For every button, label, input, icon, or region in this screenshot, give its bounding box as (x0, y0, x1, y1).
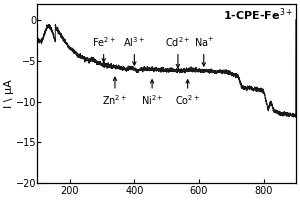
Y-axis label: I \ μA: I \ μA (4, 79, 14, 108)
Text: Co$^{2+}$: Co$^{2+}$ (175, 80, 200, 107)
Text: Fe$^{2+}$: Fe$^{2+}$ (92, 35, 116, 62)
Text: Na$^{+}$: Na$^{+}$ (194, 36, 214, 66)
Text: Ni$^{2+}$: Ni$^{2+}$ (141, 80, 164, 107)
Text: Cd$^{2+}$: Cd$^{2+}$ (165, 35, 191, 68)
Text: 1-CPE-Fe$^{3+}$: 1-CPE-Fe$^{3+}$ (223, 6, 293, 23)
Text: Al$^{3+}$: Al$^{3+}$ (123, 35, 145, 65)
Text: Zn$^{2+}$: Zn$^{2+}$ (102, 77, 128, 107)
